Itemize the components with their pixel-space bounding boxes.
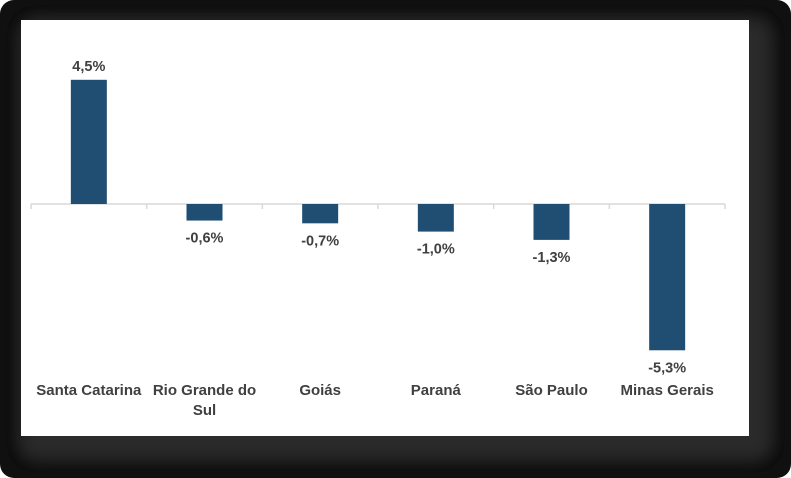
bar — [186, 204, 223, 221]
bar — [70, 79, 107, 204]
category-label: Goiás — [299, 382, 341, 399]
data-label: -5,3% — [648, 360, 686, 376]
chart-card: 4,5% Santa Catarina -0,6% Rio Grande do Sul -… — [21, 20, 749, 436]
category-label: Sul — [193, 402, 216, 419]
bar — [417, 204, 454, 232]
category-label: Minas Gerais — [620, 382, 713, 399]
data-label: -1,0% — [417, 242, 455, 258]
data-label: 4,5% — [72, 59, 105, 75]
data-label: -0,6% — [186, 231, 224, 247]
bar — [533, 204, 570, 240]
data-label: -1,3% — [533, 250, 571, 266]
category-label: Paraná — [411, 382, 462, 399]
bar — [649, 204, 686, 351]
category-label: Santa Catarina — [36, 382, 142, 399]
bar — [302, 204, 339, 224]
bar-chart: 4,5% Santa Catarina -0,6% Rio Grande do Sul -… — [30, 59, 726, 419]
category-label: Rio Grande do — [153, 382, 256, 399]
category-label: São Paulo — [515, 382, 588, 399]
data-label: -0,7% — [301, 233, 339, 249]
